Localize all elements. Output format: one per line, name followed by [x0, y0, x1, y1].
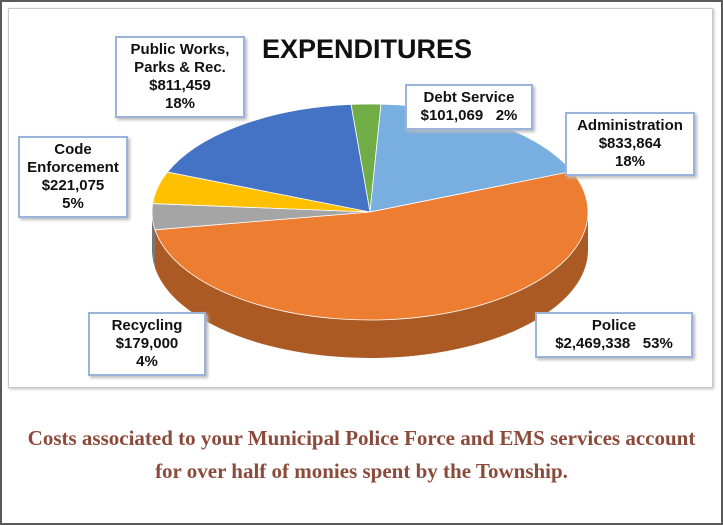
label-name: Police: [591, 317, 637, 334]
slice-side: [154, 212, 588, 358]
label-name: Administration: [577, 117, 683, 134]
chart-box: [8, 8, 713, 388]
label-value: $833,864: [598, 135, 662, 152]
label-name: Recycling: [111, 317, 183, 334]
label-value: $221,075: [41, 177, 105, 194]
label-name: Public Works, Parks & Rec.: [130, 41, 230, 76]
caption: Costs associated to your Municipal Polic…: [27, 426, 696, 483]
label-value: $101,069: [420, 107, 484, 124]
slice-label: Code Enforcement $221,075 5%: [18, 136, 128, 218]
slice-label: Administration $833,864 18%: [565, 112, 695, 176]
label-share: 5%: [62, 195, 84, 212]
label-value: $811,459: [149, 77, 211, 94]
slice-side: [152, 212, 155, 268]
label-share: 4%: [136, 353, 158, 370]
slice-label: Debt Service $101,069 2%: [405, 84, 533, 130]
label-share: 53%: [642, 335, 673, 352]
label-share: 18%: [164, 95, 196, 112]
label-share: 18%: [614, 153, 646, 170]
slice: [166, 103, 371, 213]
slice-label: Recycling $179,000 4%: [88, 312, 206, 376]
slice-label: Police $2,469,338 53%: [535, 312, 693, 358]
label-name: Debt Service: [423, 89, 515, 106]
chart-title: EXPENDITURES: [262, 34, 473, 64]
slice: [154, 170, 589, 321]
label-share: 2%: [495, 107, 518, 124]
label-value: $179,000: [115, 335, 179, 352]
label-name: Code Enforcement: [27, 141, 119, 176]
label-value: $2,469,338: [555, 335, 631, 352]
slice-label: Public Works, Parks & Rec. $811,459 18%: [115, 36, 245, 118]
